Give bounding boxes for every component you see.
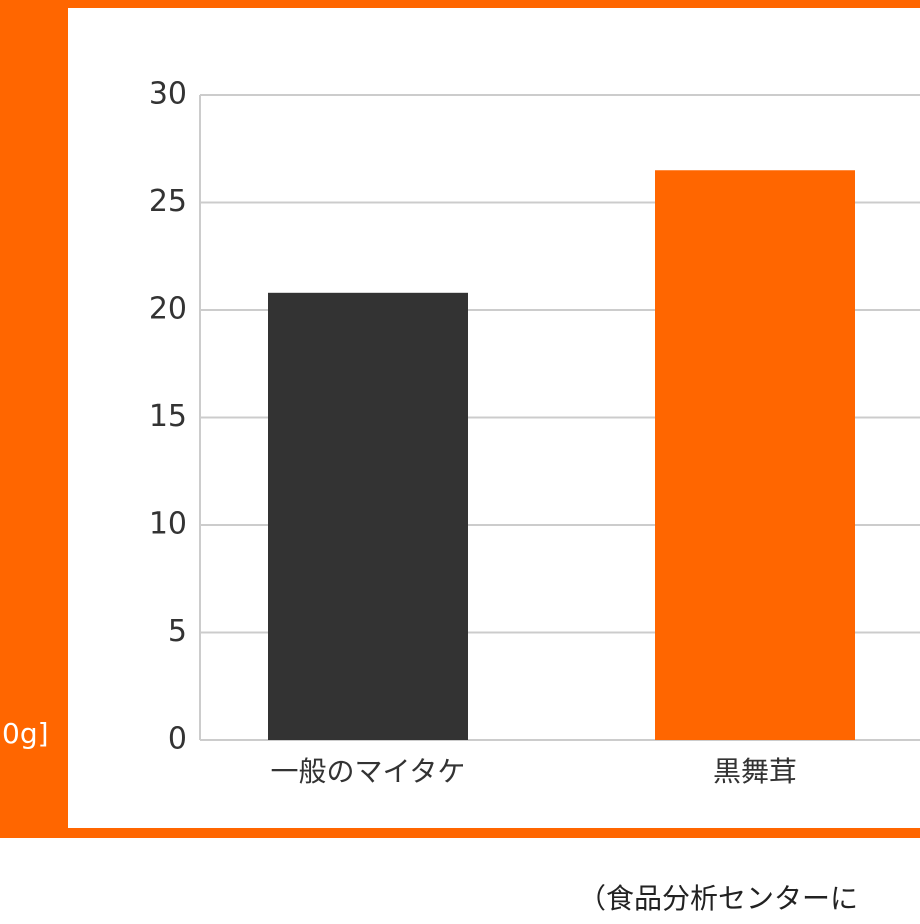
- y-tick-label: 0: [168, 722, 187, 757]
- x-tick-label: 黒舞茸: [713, 755, 797, 788]
- y-tick-label: 5: [168, 614, 187, 649]
- y-axis-label: 0g]: [2, 717, 49, 750]
- bar: [268, 292, 468, 740]
- x-tick-label: 一般のマイタケ: [271, 755, 466, 788]
- y-tick-label: 30: [149, 77, 187, 112]
- y-tick-label: 10: [149, 507, 187, 542]
- y-tick-label: 25: [149, 184, 187, 219]
- source-note: （食品分析センターに: [578, 882, 858, 915]
- bar: [655, 170, 855, 740]
- y-tick-label: 15: [149, 399, 187, 434]
- y-tick-label: 20: [149, 292, 187, 327]
